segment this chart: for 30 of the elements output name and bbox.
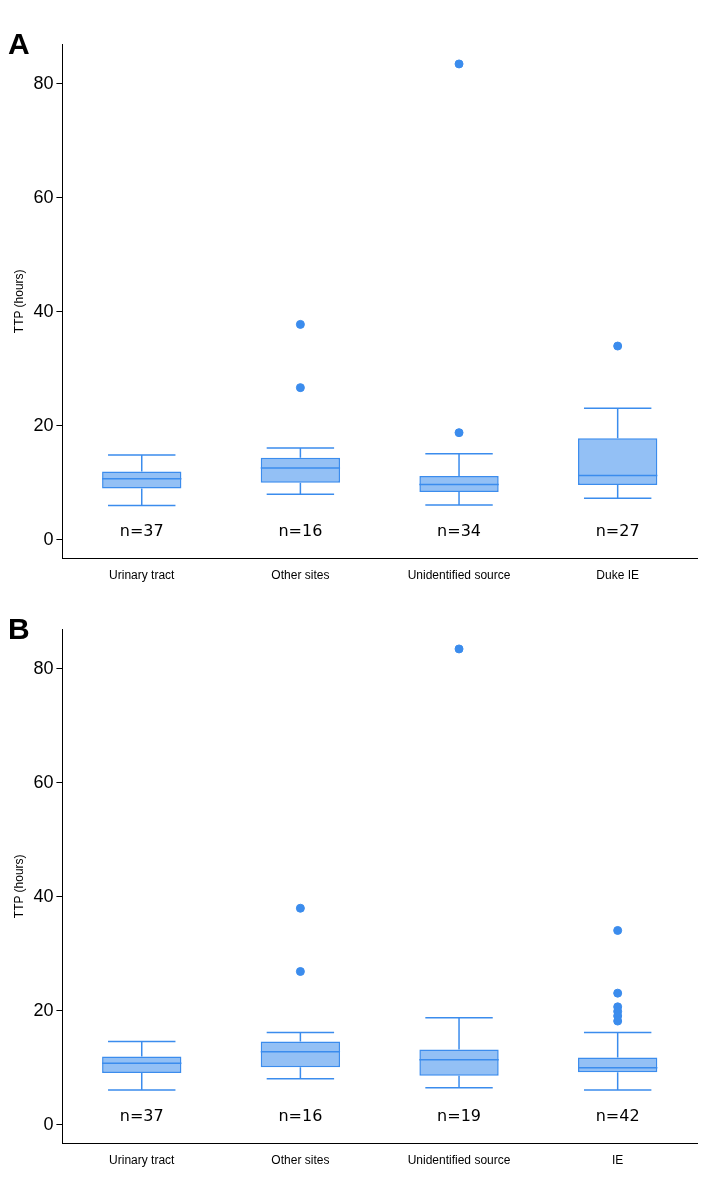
- annotation: n=37: [119, 1105, 164, 1125]
- y-tick-label: 0: [43, 1113, 54, 1134]
- y-tick-label: 40: [33, 300, 54, 321]
- x-tick-label: Other sites: [271, 568, 330, 583]
- y-tick-label: 60: [33, 186, 54, 207]
- annotation: n=19: [437, 1105, 481, 1125]
- x-tick-label: Urinary tract: [109, 568, 176, 583]
- annotation: n=16: [278, 520, 323, 540]
- x-tick-label: Duke IE: [596, 568, 640, 583]
- annotation: n=16: [278, 1105, 323, 1125]
- x-tick-label: Urinary tract: [109, 1153, 176, 1168]
- y-tick-label: 60: [33, 771, 54, 792]
- y-tick-label: 80: [33, 657, 54, 678]
- y-tick-label: 20: [33, 999, 54, 1020]
- y-tick-label: 40: [33, 885, 54, 906]
- y-tick-label: 80: [33, 72, 54, 93]
- y-tick-label: 20: [33, 414, 54, 435]
- y-axis-title: TTP (hours): [11, 269, 26, 334]
- chart-title: B: [8, 612, 30, 646]
- chart-title: A: [8, 27, 30, 61]
- annotation: n=37: [119, 520, 164, 540]
- y-axis-title: TTP (hours): [11, 854, 26, 919]
- annotation: n=27: [595, 520, 640, 540]
- x-tick-label: Unidentified source: [407, 1153, 511, 1168]
- y-tick-label: 0: [43, 528, 54, 549]
- annotation: n=42: [595, 1105, 640, 1125]
- x-tick-label: IE: [612, 1153, 624, 1168]
- x-tick-label: Unidentified source: [407, 568, 511, 583]
- x-tick-label: Other sites: [271, 1153, 330, 1168]
- annotation: n=34: [437, 520, 481, 540]
